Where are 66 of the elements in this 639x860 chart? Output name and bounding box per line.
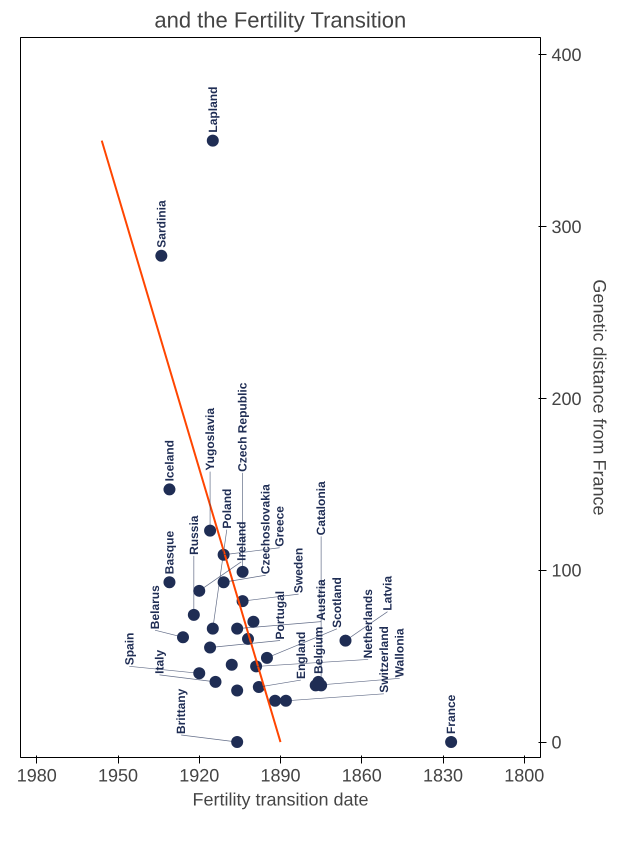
annotation: Poland — [220, 488, 234, 529]
annotation: Austria — [314, 578, 328, 621]
chart-title: and the Fertility Transition — [154, 8, 406, 32]
annotation: Belarus — [148, 584, 162, 630]
x-axis-title: Fertility transition date — [192, 790, 369, 810]
point — [247, 616, 260, 628]
annotation: Switzerland — [376, 626, 391, 693]
x-tick-label: 1830 — [422, 766, 464, 786]
x-tick-label: 1800 — [504, 766, 544, 786]
point — [163, 483, 176, 496]
annotation: Belgium — [311, 626, 326, 674]
annotation: Italy — [152, 650, 166, 674]
annotation: Czech Republic — [236, 382, 250, 472]
point — [280, 694, 292, 707]
x-tick-label: 1890 — [260, 766, 301, 786]
point — [204, 642, 216, 654]
y-axis-title: Genetic distance from France — [590, 279, 610, 516]
point — [210, 676, 222, 688]
point — [218, 576, 230, 588]
point — [231, 622, 244, 635]
y-tick-label: 0 — [552, 732, 562, 753]
annotation: Iceland — [162, 440, 176, 482]
annotation: Scotland — [330, 577, 344, 628]
annotation: Greece — [272, 506, 287, 547]
point — [236, 566, 249, 578]
y-tick-label: 400 — [552, 45, 582, 66]
y-tick-label: 200 — [552, 388, 582, 409]
x-tick-label: 1920 — [179, 766, 220, 786]
annotation: Russia — [186, 515, 201, 555]
annotation: Sweden — [292, 548, 306, 594]
annotation: France — [444, 694, 458, 734]
annotation: Portugal — [273, 590, 288, 640]
annotation: Ireland — [234, 521, 248, 561]
point — [260, 652, 273, 664]
point — [193, 667, 206, 680]
point — [226, 658, 238, 671]
x-tick-label: 1950 — [98, 766, 138, 786]
point — [204, 524, 216, 537]
point — [445, 736, 458, 748]
point — [340, 634, 352, 647]
annotation: Catalonia — [314, 480, 328, 536]
point — [269, 694, 282, 707]
annotation: Wallonia — [392, 628, 407, 678]
annotation: England — [294, 632, 308, 680]
point — [188, 608, 200, 621]
annotation: Lapland — [206, 86, 220, 133]
point — [193, 584, 206, 597]
point — [177, 631, 189, 644]
y-tick-label: 300 — [552, 217, 582, 238]
annotation: Yugoslavia — [203, 408, 218, 471]
annotation: Basque — [162, 530, 176, 574]
annotation: Spain — [122, 632, 136, 666]
y-tick-label: 100 — [552, 560, 582, 581]
annotation: Sardinia — [154, 200, 168, 248]
point — [206, 622, 219, 635]
annotation: Brittany — [174, 688, 188, 734]
annotation: Czechoslovakia — [258, 484, 273, 574]
point — [163, 576, 176, 588]
point — [231, 736, 244, 748]
x-tick-label: 1980 — [16, 766, 57, 786]
annotation: Netherlands — [361, 588, 376, 658]
point — [206, 134, 219, 147]
point — [231, 684, 244, 696]
annotation: Latvia — [380, 576, 394, 611]
x-tick-label: 1860 — [342, 766, 382, 786]
point — [155, 250, 168, 262]
